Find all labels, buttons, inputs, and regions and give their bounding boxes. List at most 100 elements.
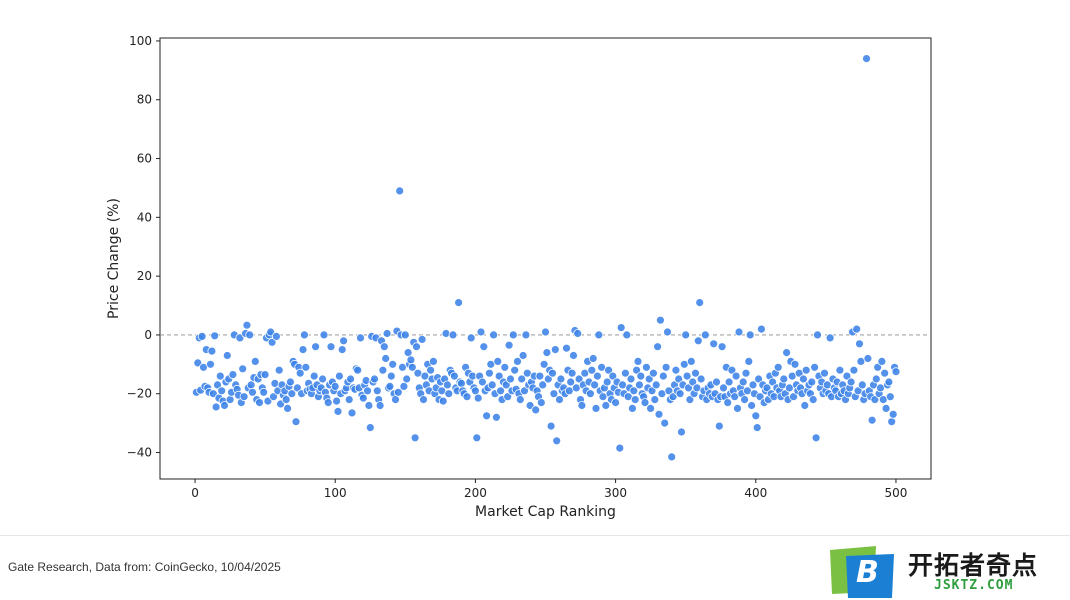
data-point [283,403,293,413]
data-point [239,392,249,402]
data-point [745,330,755,340]
y-tick-label: 80 [137,93,152,107]
data-point [319,330,329,340]
points-layer [191,54,901,462]
data-point [709,339,719,349]
data-point [466,333,476,343]
data-point [555,395,564,405]
data-point [269,392,278,402]
data-point [301,362,311,372]
data-point [653,342,662,352]
data-point [402,374,412,384]
data-point [326,342,336,352]
footer: Gate Research, Data from: CoinGecko, 10/… [0,535,1070,600]
brand-logo: B 开拓者奇点 JSKTZ.COM [828,542,1068,598]
data-point [820,368,829,378]
data-point [588,354,598,363]
y-axis-label: Price Change (%) [106,198,122,319]
data-point [744,356,754,366]
data-point [768,377,777,387]
data-point [406,355,416,365]
data-point [378,365,388,375]
data-point [667,452,677,462]
data-point [311,342,321,352]
data-point [299,330,309,340]
y-tick-label: 60 [137,152,152,166]
data-point [674,374,684,384]
data-point [531,405,541,415]
data-point [356,333,365,343]
data-point [517,374,527,384]
data-point [573,329,583,338]
data-point [695,298,705,308]
data-point [538,380,548,390]
data-point [682,371,692,381]
data-point [259,387,269,397]
data-point [330,381,340,391]
data-point [594,330,604,340]
data-point [566,377,576,387]
data-point [887,417,897,427]
data-point [504,340,514,350]
data-point [500,362,510,372]
svg-text:B: B [856,555,879,590]
data-point [885,392,895,402]
data-point [590,380,599,390]
data-point [556,374,566,384]
data-point [333,406,343,416]
data-point [206,359,215,369]
data-point [628,403,637,413]
data-point [210,331,220,341]
data-point [217,386,227,396]
data-point [476,327,486,337]
data-point [442,380,452,390]
data-point [518,351,528,360]
data-point [482,411,492,421]
data-point [591,403,601,413]
data-point [660,418,670,428]
x-tick-label: 300 [604,486,627,500]
data-point [549,389,559,399]
data-point [647,386,657,396]
data-point [681,330,691,340]
data-point [428,356,438,366]
data-point [740,395,749,405]
data-point [473,393,483,403]
data-point [535,371,545,381]
data-point [779,374,789,384]
data-point [347,408,357,418]
data-point [291,417,301,427]
data-point [602,377,612,387]
data-point [334,371,344,381]
data-point [506,374,515,384]
data-point [738,377,748,387]
data-point [510,365,520,375]
data-point [569,351,578,360]
brand-domain: JSKTZ.COM [934,578,1014,593]
data-point [444,389,454,399]
data-point [295,368,305,378]
data-point [242,320,252,330]
data-point [270,378,280,388]
data-point [835,365,845,375]
data-point [407,362,417,372]
chart-area: 0 100 200 300 400 500 −40 −20 0 20 40 60 80 100 Mark… [106,34,932,520]
data-point [642,362,651,372]
data-point [633,356,643,366]
x-axis-label: Market Cap Ranking [475,504,616,520]
data-point [250,356,260,366]
data-point [799,374,808,384]
data-point [388,359,398,369]
data-point [733,403,742,413]
data-point [438,396,448,406]
data-point [494,371,504,381]
data-point [712,377,721,387]
data-point [671,365,681,375]
data-point [888,409,898,419]
data-point [714,421,724,431]
data-point [393,387,403,397]
data-point [382,329,392,338]
data-point [489,330,499,340]
data-point [339,336,349,346]
data-point [685,395,695,405]
